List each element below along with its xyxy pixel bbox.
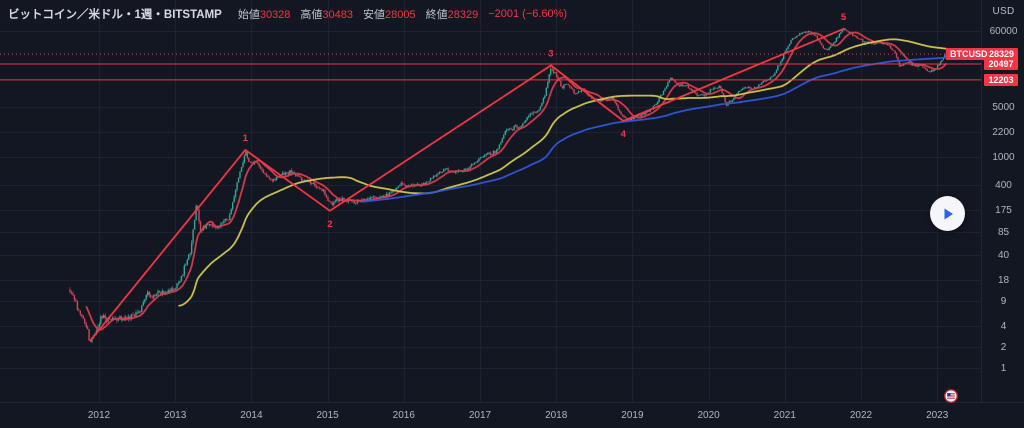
- price-tick-label: 18: [997, 274, 1010, 286]
- year-label: 2016: [392, 410, 415, 421]
- ohlc-high: 高値30483: [300, 6, 353, 22]
- price-axis-unit: USD: [992, 6, 1015, 17]
- ohlc-open-value: 30328: [259, 9, 291, 21]
- last-price-badge-value: 28329: [988, 49, 1014, 60]
- price-tick-label: 175: [995, 204, 1012, 216]
- ohlc-low-label: 安値: [363, 9, 386, 21]
- elliott-wave-label-3[interactable]: 3: [548, 48, 553, 59]
- price-chart-canvas[interactable]: 1 2 3 4 5: [0, 0, 981, 402]
- price-tick-label: 1: [1000, 363, 1007, 374]
- ma-mid-line[interactable]: [178, 38, 947, 307]
- price-tick-label: 5000: [992, 102, 1015, 114]
- ohlc-open: 始値30328: [238, 6, 291, 22]
- year-label: 2021: [773, 410, 796, 421]
- grid-lines: [0, 0, 981, 402]
- ohlc-high-label: 高値: [300, 9, 323, 21]
- ohlc-open-label: 始値: [237, 9, 260, 21]
- year-label: 2018: [545, 410, 568, 421]
- price-tick-label: 40: [997, 250, 1010, 262]
- year-label: 2014: [240, 410, 263, 421]
- play-button[interactable]: [930, 196, 965, 231]
- price-tick-label: 400: [995, 179, 1012, 191]
- us-flag-event-icon[interactable]: [943, 388, 959, 404]
- price-tick-label: 9: [1000, 295, 1007, 307]
- symbol-title[interactable]: ビットコイン／米ドル・1週・BITSTAMP: [8, 9, 222, 21]
- year-label: 2023: [926, 410, 949, 421]
- time-axis[interactable]: 2012 2013 2014 2015 2016 2017 2018 2019 2020 2021…: [0, 402, 1024, 428]
- play-icon: [944, 208, 953, 219]
- year-label: 2013: [164, 410, 187, 421]
- ohlc-change-value: −2001 (−6.60%): [488, 8, 568, 20]
- price-tick-label: 60000: [989, 26, 1018, 38]
- ma-fast-line[interactable]: [85, 31, 947, 331]
- price-tick-label: 85: [997, 226, 1010, 238]
- ohlc-close-label: 終値: [425, 9, 448, 21]
- ohlc-high-value: 30483: [322, 9, 354, 21]
- horizontal-line-price-badge-1: 20497: [984, 58, 1018, 71]
- last-price-badge: BTCUSD 28329: [946, 48, 1018, 61]
- elliott-wave-lines[interactable]: [89, 28, 844, 342]
- symbol-ohlc-bar: ビットコイン／米ドル・1週・BITSTAMP 始値30328 高値30483 安…: [8, 5, 567, 23]
- year-label: 2015: [316, 410, 339, 421]
- year-label: 2020: [697, 410, 720, 421]
- candlestick-series: [69, 27, 947, 344]
- year-label: 2019: [621, 410, 644, 421]
- ohlc-close-value: 28329: [447, 9, 479, 21]
- price-tick-label: 2: [1000, 341, 1007, 353]
- horizontal-line-price-badge-2: 12203: [984, 73, 1018, 86]
- last-price-badge-symbol: BTCUSD: [950, 49, 988, 60]
- us-flag-glyph: [947, 393, 955, 399]
- elliott-wave-label-1[interactable]: 1: [243, 133, 249, 144]
- ma-slow-line[interactable]: [361, 56, 947, 203]
- elliott-wave-label-2[interactable]: 2: [327, 219, 332, 230]
- elliott-wave-label-4[interactable]: 4: [621, 129, 627, 140]
- year-label: 2017: [468, 410, 492, 421]
- price-tick-label: 1000: [992, 151, 1015, 163]
- elliott-wave-label-5[interactable]: 5: [841, 12, 847, 23]
- ohlc-low-value: 28005: [385, 9, 416, 21]
- ohlc-low: 安値28005: [363, 6, 416, 22]
- price-tick-label: 4: [1000, 320, 1007, 332]
- price-tick-label: 2200: [992, 127, 1015, 139]
- year-label: 2012: [87, 410, 111, 421]
- year-label: 2022: [849, 410, 873, 421]
- ohlc-close: 終値28329: [426, 6, 479, 22]
